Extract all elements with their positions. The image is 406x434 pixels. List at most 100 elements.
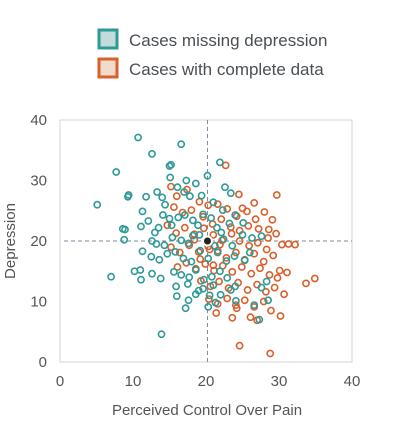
- point-missing-111: [245, 248, 254, 257]
- point-missing-21: [197, 191, 206, 200]
- point-missing-68: [187, 257, 196, 266]
- point-complete-95: [246, 313, 255, 322]
- point-complete-56: [269, 251, 278, 260]
- point-complete-13: [242, 207, 251, 216]
- point-missing-62: [138, 247, 147, 256]
- y-tick-label-30: 30: [30, 173, 47, 190]
- point-missing-38: [180, 211, 189, 219]
- point-missing-36: [167, 221, 176, 230]
- point-missing-73: [230, 252, 239, 260]
- point-missing-30: [137, 222, 145, 231]
- x-tick-label-20: 20: [198, 373, 215, 390]
- point-missing-32: [154, 223, 163, 232]
- point-complete-64: [228, 267, 237, 276]
- point-complete-102: [190, 235, 199, 244]
- point-complete-10: [213, 200, 222, 208]
- point-complete-65: [237, 263, 246, 271]
- point-missing-93: [205, 291, 214, 300]
- point-complete-51: [222, 253, 231, 262]
- point-complete-68: [265, 270, 274, 279]
- point-missing-105: [255, 315, 264, 324]
- point-missing-49: [152, 240, 161, 248]
- point-missing-12: [153, 188, 161, 196]
- point-missing-110: [209, 281, 218, 290]
- x-tick-label-30: 30: [271, 373, 288, 390]
- point-complete-38: [209, 230, 218, 239]
- point-complete-81: [270, 283, 279, 292]
- point-complete-28: [264, 234, 272, 242]
- point-missing-11: [142, 192, 150, 201]
- point-complete-15: [260, 208, 269, 216]
- point-missing-104: [250, 301, 259, 309]
- point-complete-33: [163, 221, 172, 230]
- point-missing-94: [216, 290, 225, 299]
- point-complete-66: [247, 269, 256, 278]
- point-complete-71: [302, 279, 310, 288]
- point-missing-26: [226, 189, 235, 198]
- point-missing-77: [148, 269, 156, 278]
- y-tick-label-20: 20: [30, 233, 47, 250]
- point-missing-74: [240, 256, 249, 265]
- point-missing-22: [203, 171, 212, 180]
- point-missing-47: [239, 218, 248, 227]
- point-missing-95: [226, 286, 235, 294]
- point-missing-91: [183, 280, 192, 288]
- point-missing-69: [196, 246, 205, 255]
- point-complete-55: [259, 257, 268, 266]
- point-missing-13: [158, 193, 167, 202]
- point-missing-65: [163, 249, 172, 258]
- point-missing-31: [144, 217, 153, 225]
- point-missing-61: [257, 232, 266, 241]
- legend: Cases missing depression Cases with comp…: [97, 28, 327, 79]
- point-missing-20: [191, 179, 200, 188]
- point-complete-99: [196, 255, 205, 263]
- legend-swatch-complete: [97, 57, 119, 79]
- point-complete-87: [240, 296, 249, 305]
- point-missing-7: [112, 168, 121, 176]
- point-missing-60: [248, 234, 256, 242]
- point-complete-17: [264, 225, 273, 234]
- point-missing-66: [171, 247, 180, 256]
- point-missing-70: [204, 254, 213, 263]
- point-missing-39: [188, 216, 197, 225]
- point-missing-46: [231, 211, 240, 219]
- point-missing-78: [156, 274, 165, 283]
- point-complete-40: [227, 229, 236, 238]
- point-missing-28: [118, 224, 127, 233]
- point-missing-43: [212, 223, 221, 232]
- x-axis-title: Perceived Control Over Pain: [112, 402, 302, 419]
- point-complete-18: [169, 203, 178, 211]
- point-missing-57: [219, 235, 228, 244]
- point-missing-10: [138, 207, 147, 216]
- point-missing-24: [218, 206, 227, 214]
- point-missing-90: [172, 282, 180, 291]
- point-missing-71: [213, 248, 222, 257]
- point-missing-96: [257, 283, 266, 292]
- point-complete-46: [175, 248, 184, 257]
- point-missing-72: [222, 257, 231, 265]
- point-missing-82: [191, 266, 200, 274]
- point-complete-41: [235, 237, 244, 245]
- point-missing-25: [221, 183, 229, 192]
- y-tick-label-40: 40: [30, 112, 47, 129]
- point-missing-56: [210, 241, 219, 250]
- point-complete-72: [310, 274, 319, 283]
- point-complete-80: [261, 287, 270, 296]
- point-missing-2: [177, 140, 186, 149]
- point-missing-108: [181, 304, 190, 313]
- point-complete-97: [235, 341, 244, 350]
- point-complete-85: [223, 294, 232, 303]
- point-missing-37: [174, 213, 183, 222]
- point-complete-93: [228, 313, 237, 322]
- point-missing-0: [134, 133, 142, 142]
- point-missing-33: [150, 228, 159, 237]
- x-tick-label-40: 40: [344, 373, 361, 390]
- point-complete-90: [267, 306, 275, 315]
- point-missing-106: [264, 296, 272, 305]
- point-missing-109: [199, 284, 207, 293]
- point-missing-89: [137, 275, 145, 284]
- point-complete-32: [291, 240, 299, 249]
- point-missing-64: [155, 255, 164, 264]
- point-complete-21: [199, 212, 207, 221]
- point-missing-98: [172, 292, 181, 300]
